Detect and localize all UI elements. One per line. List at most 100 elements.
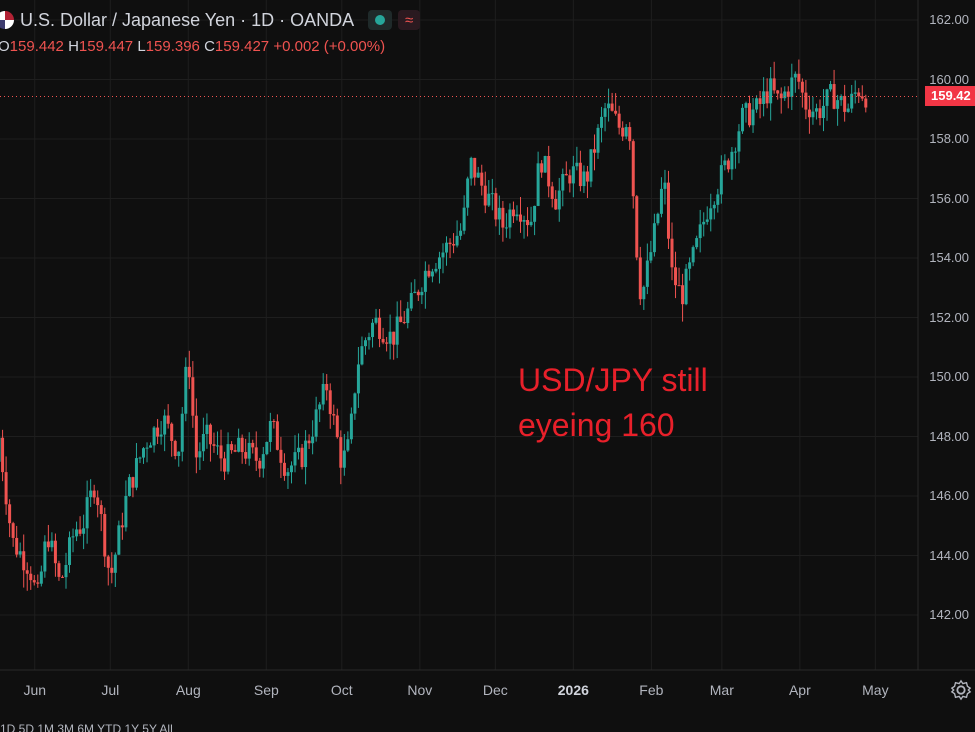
candle-body	[564, 173, 568, 176]
candle-body	[82, 528, 86, 534]
candle-body	[663, 182, 667, 189]
candle-body	[237, 437, 241, 452]
candle-body	[674, 267, 678, 286]
candle-body	[575, 162, 579, 167]
candle-body	[543, 155, 547, 173]
price-tick-label: 152.00	[929, 309, 969, 325]
candle-body	[554, 198, 558, 210]
candle-body	[289, 465, 293, 473]
price-tick-label: 158.00	[929, 131, 969, 146]
candle-body	[50, 540, 54, 548]
candle-body	[681, 285, 685, 305]
candle-body	[184, 366, 188, 414]
candle-body	[621, 127, 625, 137]
candle-body	[342, 450, 346, 468]
candle-body	[194, 415, 198, 458]
chart-annotation[interactable]: USD/JPY still eyeing 160	[518, 358, 708, 448]
candle-body	[25, 570, 29, 574]
candle-body	[29, 573, 33, 581]
market-open-badge[interactable]	[368, 10, 393, 30]
candle-body	[769, 78, 773, 104]
candle-body	[124, 495, 128, 528]
candle-body	[596, 127, 600, 153]
candle-body	[304, 440, 308, 468]
range-selector-bar[interactable]: 1D 5D 1M 3M 6M YTD 1Y 5Y All	[0, 722, 173, 732]
candle-body	[589, 149, 593, 182]
candle-body	[117, 525, 121, 555]
candle-body	[473, 157, 477, 178]
price-tick-label: 162.00	[929, 12, 969, 27]
candle-body	[402, 321, 406, 324]
candle-body	[293, 452, 297, 466]
candle-body	[427, 270, 431, 277]
price-axis[interactable]: 162.00 160.00 158.00 156.00 154.00 152.00 150.…	[917, 0, 975, 680]
candle-body	[540, 163, 544, 173]
time-tick-label: Oct	[330, 682, 353, 698]
candle-body	[223, 458, 227, 472]
candle-body	[698, 224, 702, 239]
candle-body	[230, 444, 234, 451]
annotation-line-1: USD/JPY still	[518, 362, 708, 398]
time-tick-label: Mar	[709, 682, 734, 698]
candle-body	[504, 227, 508, 229]
candle-body	[75, 529, 79, 537]
candle-body	[857, 92, 861, 97]
candle-body	[416, 291, 420, 296]
candle-body	[113, 554, 117, 573]
candle-body	[395, 316, 399, 345]
candle-body	[138, 457, 142, 459]
candle-body	[409, 292, 413, 309]
candle-body	[691, 247, 695, 263]
candle-body	[744, 103, 748, 108]
candle-body	[864, 98, 868, 108]
candle-body	[152, 427, 156, 446]
candle-body	[198, 451, 202, 458]
candle-body	[677, 285, 681, 287]
candle-body	[571, 166, 575, 184]
candle-body	[455, 235, 459, 246]
candle-body	[804, 92, 808, 110]
settings-gear-icon[interactable]	[950, 679, 972, 701]
candle-body	[437, 257, 441, 269]
candle-body	[529, 221, 533, 226]
candle-body	[515, 214, 519, 217]
candle-body	[170, 423, 174, 441]
ohlc-low-value: 159.396	[145, 38, 200, 55]
candle-body	[807, 109, 811, 118]
candle-body	[776, 90, 780, 94]
price-tick-label: 154.00	[929, 250, 969, 265]
candle-body	[68, 537, 72, 565]
price-tick-label: 160.00	[929, 71, 969, 87]
candle-body	[318, 404, 322, 410]
ohlc-close-value: 159.427	[214, 38, 270, 55]
candle-body	[483, 185, 487, 206]
price-tick-label: 150.00	[929, 369, 969, 384]
data-mode-icon[interactable]: ≈	[398, 10, 421, 30]
candle-body	[265, 441, 269, 455]
time-tick-label: Feb	[639, 682, 664, 698]
candle-body	[617, 113, 621, 128]
time-tick-label: Jul	[101, 682, 120, 698]
candle-body	[335, 415, 339, 438]
candle-body	[853, 92, 857, 94]
candle-body	[22, 551, 26, 571]
candle-body	[388, 331, 392, 344]
candle-body	[462, 207, 466, 231]
candle-body	[360, 346, 364, 365]
candle-body	[712, 204, 716, 209]
symbol-title[interactable]: U.S. Dollar / Japanese Yen · 1D · OANDA	[20, 9, 355, 30]
candle-body	[511, 209, 515, 217]
candle-body	[349, 413, 353, 440]
candle-body	[797, 73, 801, 82]
candle-body	[392, 331, 396, 345]
candle-body	[110, 567, 114, 573]
candle-body	[825, 89, 829, 106]
candle-body	[811, 111, 815, 118]
candle-body	[829, 84, 833, 90]
candle-body	[0, 437, 1, 462]
candle-body	[346, 439, 350, 451]
candle-body	[695, 238, 699, 248]
candle-body	[92, 490, 96, 498]
